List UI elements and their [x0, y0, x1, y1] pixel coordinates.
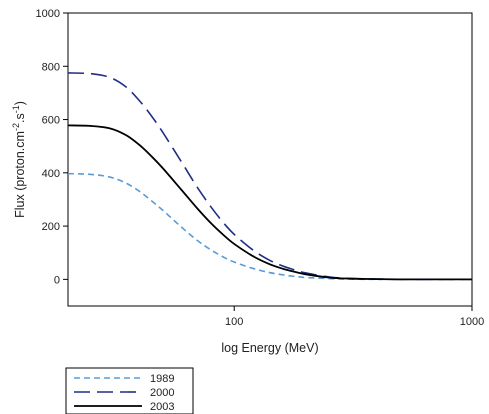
legend-label-2000: 2000 — [150, 387, 174, 399]
y-axis-title-superscript: -2 — [11, 123, 21, 131]
x-tick-label: 1000 — [460, 316, 484, 328]
y-tick-label: 800 — [42, 61, 60, 73]
legend: 1989 2000 2003 — [65, 367, 194, 414]
series-line-2003 — [67, 124, 472, 281]
legend-label-1989: 1989 — [150, 373, 174, 385]
y-axis-title-part: ) — [13, 101, 27, 105]
y-axis-title-part: .s — [13, 113, 27, 123]
y-axis-title-superscript: -1 — [11, 105, 21, 113]
axes-layer: 0 200 400 600 800 1000 100 1000 — [36, 8, 485, 328]
y-axis-title-part: Flux (proton.cm — [13, 131, 27, 218]
x-tick-label: 100 — [225, 316, 243, 328]
y-tick-label: 200 — [42, 221, 60, 233]
y-tick-label: 0 — [54, 274, 60, 286]
series-line-1989 — [67, 172, 472, 281]
y-tick-label: 400 — [42, 168, 60, 180]
series-layer — [67, 72, 472, 281]
plot-frame — [67, 12, 473, 307]
legend-label-2003: 2003 — [150, 401, 174, 413]
y-tick-label: 600 — [42, 115, 60, 127]
y-tick-label: 1000 — [36, 8, 60, 20]
y-axis-title: Flux (proton.cm-2.s-1) — [11, 101, 27, 218]
series-line-2000 — [67, 72, 472, 281]
plot-area — [67, 12, 473, 307]
x-axis-title: log Energy (MeV) — [221, 341, 318, 355]
